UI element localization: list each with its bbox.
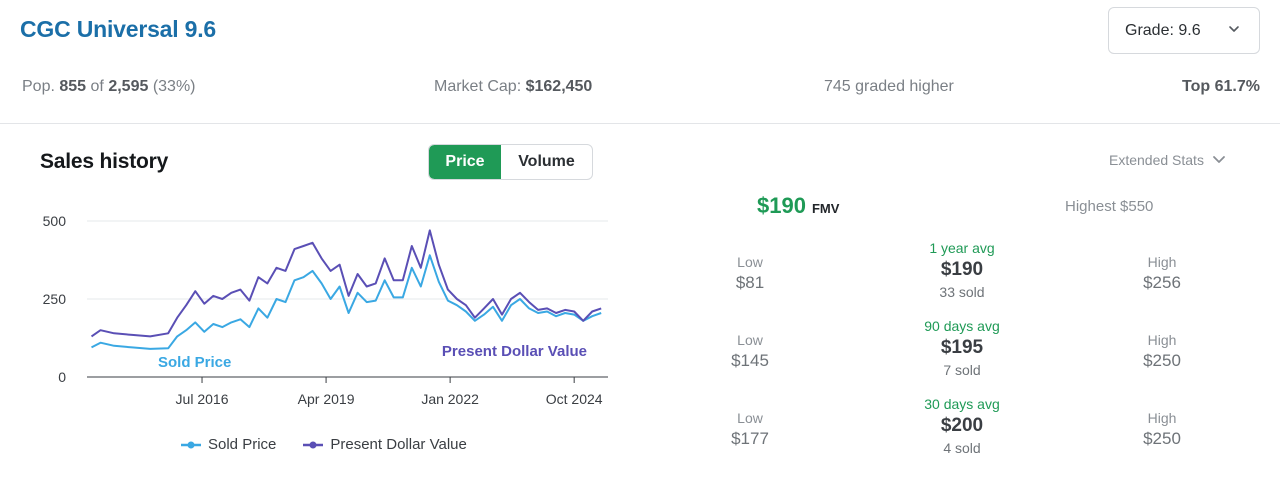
avg-value: $190 xyxy=(940,259,984,280)
stats-row-1-year: Low $81 1 year avg $190 33 sold High $25… xyxy=(700,239,1220,309)
chart-legend: Sold Price Present Dollar Value xyxy=(180,436,467,453)
graded-higher-stat: 745 graded higher xyxy=(824,78,954,95)
stats-row-30-days: Low $177 30 days avg $200 4 sold High $2… xyxy=(700,395,1220,465)
high-value: $250 xyxy=(1143,351,1181,370)
sales-history-title: Sales history xyxy=(40,150,169,173)
chart-mode-toggle[interactable]: Price Volume xyxy=(428,144,593,180)
high-label: High xyxy=(1147,410,1177,426)
y-tick-label: 250 xyxy=(43,291,67,307)
extended-stats-label: Extended Stats xyxy=(1109,152,1204,168)
high-cell: High $250 xyxy=(1112,331,1212,373)
y-tick-label: 500 xyxy=(43,213,67,229)
sales-history-chart: 0 250 500 Jul 2016 Apr 2019 Jan 2022 Oct 2024 S… xyxy=(43,213,608,407)
market-cap-stat: Market Cap: $162,450 xyxy=(434,78,592,96)
grade-select-label: Grade: 9.6 xyxy=(1125,21,1201,39)
high-cell: High $250 xyxy=(1112,409,1212,451)
volume-toggle-button[interactable]: Volume xyxy=(518,153,575,170)
pop-count: 855 xyxy=(59,78,87,95)
legend-label-present-dollar-value: Present Dollar Value xyxy=(330,436,467,453)
grade-select[interactable]: Grade: 9.6 xyxy=(1108,7,1260,54)
legend-item-present-dollar-value[interactable]: Present Dollar Value xyxy=(302,436,467,453)
high-value: $256 xyxy=(1143,273,1181,292)
x-tick-label: Apr 2019 xyxy=(298,391,355,407)
highest-price: Highest $550 xyxy=(1065,198,1154,215)
avg-label: 1 year avg xyxy=(929,240,995,256)
pdv-legend-icon xyxy=(303,441,324,448)
section-divider xyxy=(0,123,1280,124)
avg-value: $200 xyxy=(940,415,984,436)
fmv-display: $190 FMV xyxy=(757,193,839,219)
legend-label-sold-price: Sold Price xyxy=(208,436,277,453)
pop-label: Pop. xyxy=(22,78,55,95)
chevron-down-icon xyxy=(1229,26,1239,32)
avg-label: 30 days avg xyxy=(924,396,1000,412)
present-dollar-value-line xyxy=(90,229,602,338)
sold-count: 33 sold xyxy=(939,284,985,300)
pop-of: of xyxy=(90,78,104,95)
high-value: $250 xyxy=(1143,429,1181,448)
avg-value: $195 xyxy=(940,337,984,358)
low-value: $81 xyxy=(735,273,765,292)
low-value: $177 xyxy=(731,429,769,448)
low-label: Low xyxy=(737,332,763,348)
fmv-value: $190 xyxy=(757,193,806,218)
sold-price-line xyxy=(91,254,602,350)
high-cell: High $256 xyxy=(1112,253,1212,295)
market-cap-label: Market Cap: xyxy=(434,78,522,95)
pop-percent: (33%) xyxy=(152,78,196,95)
y-tick-label: 0 xyxy=(58,369,66,385)
avg-cell: 1 year avg $190 33 sold xyxy=(890,239,1034,301)
sold-price-legend-icon xyxy=(181,441,201,448)
legend-item-sold-price[interactable]: Sold Price xyxy=(180,436,276,453)
market-cap-value: $162,450 xyxy=(525,78,593,95)
avg-cell: 90 days avg $195 7 sold xyxy=(890,317,1034,379)
x-tick-label: Jan 2022 xyxy=(421,391,479,407)
sold-count: 4 sold xyxy=(943,440,981,456)
top-percent-stat: Top 61.7% xyxy=(1182,78,1260,95)
x-tick-label: Jul 2016 xyxy=(176,391,229,407)
low-cell: Low $145 xyxy=(700,331,800,373)
low-label: Low xyxy=(737,410,763,426)
low-label: Low xyxy=(737,254,763,270)
avg-cell: 30 days avg $200 4 sold xyxy=(890,395,1034,457)
sold-count: 7 sold xyxy=(943,362,981,378)
x-tick-label: Oct 2024 xyxy=(546,391,603,407)
low-cell: Low $177 xyxy=(700,409,800,451)
low-cell: Low $81 xyxy=(700,253,800,295)
pdv-annotation: Present Dollar Value xyxy=(442,343,587,360)
stats-row-90-days: Low $145 90 days avg $195 7 sold High $2… xyxy=(700,317,1220,387)
population-stat: Pop. 855 of 2,595 (33%) xyxy=(22,78,196,96)
high-label: High xyxy=(1147,332,1177,348)
chevron-down-icon xyxy=(1213,156,1225,163)
high-label: High xyxy=(1147,254,1177,270)
price-toggle-button[interactable]: Price xyxy=(429,145,501,179)
pop-total: 2,595 xyxy=(108,78,149,95)
page-title: CGC Universal 9.6 xyxy=(20,16,217,42)
avg-label: 90 days avg xyxy=(924,318,1000,334)
fmv-label: FMV xyxy=(811,201,840,216)
extended-stats-toggle[interactable]: Extended Stats xyxy=(1109,152,1226,168)
low-value: $145 xyxy=(731,351,769,370)
sold-price-annotation: Sold Price xyxy=(158,354,231,371)
